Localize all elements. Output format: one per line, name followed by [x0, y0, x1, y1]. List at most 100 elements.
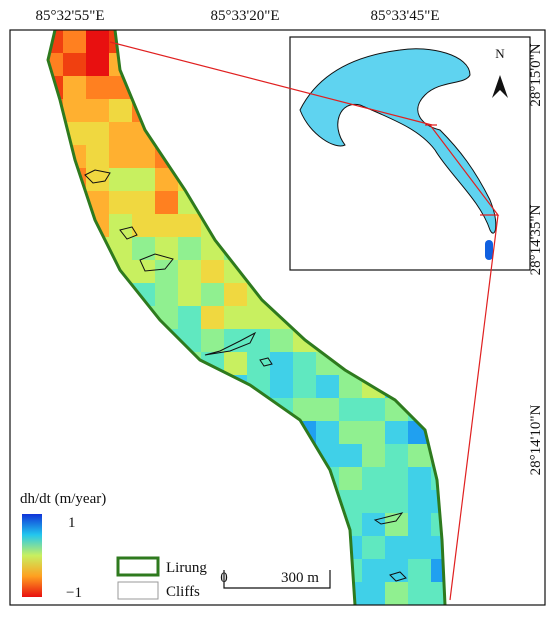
raster-cell	[224, 490, 247, 513]
raster-cell	[408, 467, 431, 490]
raster-cell	[155, 99, 178, 122]
zoom-box	[425, 124, 500, 216]
raster-cell	[454, 421, 477, 444]
raster-cell	[385, 513, 408, 536]
raster-cell	[63, 99, 86, 122]
raster-cell	[339, 444, 362, 467]
raster-cell	[270, 352, 293, 375]
raster-cell	[454, 283, 477, 306]
raster-cell	[431, 398, 445, 421]
raster-cell	[109, 168, 132, 191]
raster-cell	[224, 76, 247, 99]
raster-cell	[109, 444, 132, 467]
raster-cell	[339, 283, 362, 306]
raster-cell	[224, 536, 247, 559]
raster-cell	[86, 145, 109, 168]
raster-cell	[63, 444, 86, 467]
raster-cell	[270, 329, 293, 352]
raster-cell	[63, 352, 86, 375]
scale-bg	[214, 560, 334, 590]
north-arrow	[492, 75, 508, 98]
raster-cell	[408, 306, 431, 329]
raster-cell	[385, 421, 408, 444]
scale-bar	[223, 570, 331, 589]
raster-cell	[293, 375, 316, 398]
raster-cell	[178, 237, 201, 260]
raster-cell	[362, 536, 385, 559]
raster-cell	[224, 99, 247, 122]
colorbar-min: −1	[66, 585, 82, 601]
raster-cell	[132, 375, 155, 398]
raster-cell	[155, 76, 178, 99]
raster-cell	[431, 559, 445, 582]
raster-cell	[109, 237, 132, 260]
raster-cell	[385, 536, 408, 559]
raster-cell	[431, 306, 445, 329]
raster-cell	[86, 53, 109, 76]
raster-cell	[109, 191, 132, 214]
raster-cell	[132, 76, 155, 99]
raster-cell	[178, 99, 201, 122]
raster-cell	[155, 30, 178, 53]
raster-cell	[224, 191, 247, 214]
raster-cell	[201, 76, 224, 99]
raster-cell	[293, 490, 316, 513]
raster-cell	[48, 260, 63, 283]
raster-cell	[178, 122, 201, 145]
raster-cell	[293, 513, 316, 536]
raster-cell	[155, 122, 178, 145]
raster-cell	[48, 191, 63, 214]
raster-cell	[178, 260, 201, 283]
raster-cell	[201, 375, 224, 398]
raster-cell	[247, 168, 270, 191]
raster-cell	[362, 467, 385, 490]
raster-cell	[132, 329, 155, 352]
raster-cell	[48, 306, 63, 329]
raster-cell	[293, 306, 316, 329]
raster-cell	[247, 214, 270, 237]
raster-cell	[224, 30, 247, 53]
raster-cell	[86, 421, 109, 444]
raster-cell	[270, 444, 293, 467]
raster-cell	[86, 168, 109, 191]
raster-cell	[48, 168, 63, 191]
raster-cell	[155, 444, 178, 467]
legend-bg	[14, 485, 214, 603]
scale-end: 300 m	[281, 570, 319, 586]
raster-cell	[86, 76, 109, 99]
raster-cell	[408, 582, 431, 605]
raster-cell	[362, 444, 385, 467]
raster-cell	[362, 513, 385, 536]
raster-cell	[63, 306, 86, 329]
raster-cell	[247, 122, 270, 145]
legend-item: Lirung	[166, 560, 207, 576]
raster-cell	[339, 582, 362, 605]
raster-cell	[48, 329, 63, 352]
raster-cell	[109, 283, 132, 306]
raster-cell	[316, 536, 339, 559]
raster-cell	[270, 375, 293, 398]
raster-cell	[155, 283, 178, 306]
raster-cell	[224, 145, 247, 168]
raster-cell	[293, 398, 316, 421]
zoom-line	[109, 41, 433, 126]
raster-cell	[270, 513, 293, 536]
raster-cell	[201, 283, 224, 306]
raster-cell	[293, 352, 316, 375]
raster-cell	[339, 352, 362, 375]
raster-cell	[385, 329, 408, 352]
raster-cell	[155, 260, 178, 283]
raster-cell	[155, 214, 178, 237]
raster-cell	[454, 306, 477, 329]
lat-label: 28°14'35"N	[528, 205, 544, 276]
raster-cell	[224, 467, 247, 490]
raster-cell	[63, 260, 86, 283]
raster-cell	[86, 375, 109, 398]
raster-cell	[316, 283, 339, 306]
raster-cell	[362, 329, 385, 352]
raster-cell	[178, 375, 201, 398]
raster-cell	[224, 513, 247, 536]
raster-cell	[201, 53, 224, 76]
raster-cell	[109, 375, 132, 398]
